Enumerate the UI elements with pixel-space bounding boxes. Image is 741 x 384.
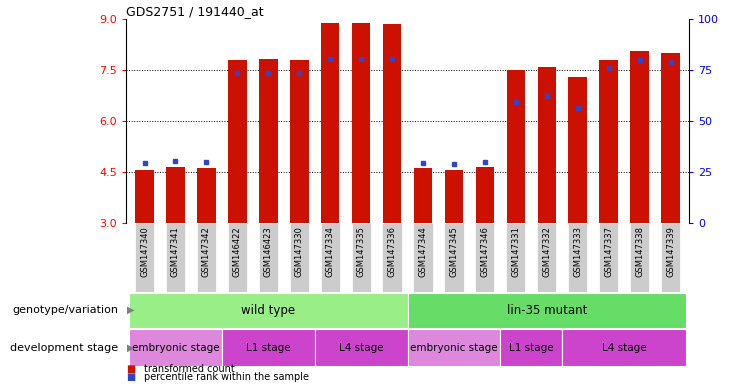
Bar xyxy=(227,223,247,292)
Bar xyxy=(500,329,562,366)
Text: GSM147338: GSM147338 xyxy=(635,226,644,277)
Text: GSM147346: GSM147346 xyxy=(480,226,489,277)
Bar xyxy=(129,329,222,366)
Text: L1 stage: L1 stage xyxy=(509,343,554,353)
Bar xyxy=(259,59,278,223)
Bar xyxy=(135,223,154,292)
Bar xyxy=(315,329,408,366)
Text: transformed count: transformed count xyxy=(144,364,235,374)
Text: lin-35 mutant: lin-35 mutant xyxy=(507,304,587,316)
Text: ▶: ▶ xyxy=(127,343,135,353)
Bar xyxy=(197,169,216,223)
Text: GSM146423: GSM146423 xyxy=(264,226,273,277)
Text: GDS2751 / 191440_at: GDS2751 / 191440_at xyxy=(126,5,264,18)
Bar xyxy=(537,67,556,223)
Text: GSM147333: GSM147333 xyxy=(574,226,582,277)
Bar xyxy=(321,23,339,223)
Bar xyxy=(537,223,556,292)
Bar xyxy=(228,60,247,223)
Bar xyxy=(413,223,433,292)
Bar xyxy=(562,329,686,366)
Bar xyxy=(129,293,408,328)
Text: wild type: wild type xyxy=(242,304,296,316)
Bar xyxy=(290,223,309,292)
Bar xyxy=(661,53,679,223)
Bar xyxy=(382,223,402,292)
Text: GSM147340: GSM147340 xyxy=(140,226,149,277)
Bar xyxy=(351,223,370,292)
Bar xyxy=(599,223,618,292)
Bar xyxy=(290,60,308,223)
Text: GSM147334: GSM147334 xyxy=(326,226,335,277)
Text: GSM146422: GSM146422 xyxy=(233,226,242,277)
Text: GSM147345: GSM147345 xyxy=(450,226,459,277)
Bar xyxy=(661,223,680,292)
Bar xyxy=(352,23,370,223)
Bar xyxy=(136,170,154,223)
Bar xyxy=(222,329,315,366)
Text: genotype/variation: genotype/variation xyxy=(13,305,119,315)
Text: development stage: development stage xyxy=(10,343,119,353)
Bar xyxy=(197,223,216,292)
Text: GSM147335: GSM147335 xyxy=(356,226,365,277)
Text: GSM147337: GSM147337 xyxy=(604,226,614,277)
Text: GSM147344: GSM147344 xyxy=(419,226,428,277)
Bar xyxy=(568,77,587,223)
Text: ■: ■ xyxy=(126,364,135,374)
Bar xyxy=(599,60,618,223)
Bar xyxy=(383,24,402,223)
Text: GSM147342: GSM147342 xyxy=(202,226,211,277)
Bar xyxy=(631,51,649,223)
Text: L1 stage: L1 stage xyxy=(246,343,290,353)
Bar xyxy=(630,223,649,292)
Text: embryonic stage: embryonic stage xyxy=(132,343,219,353)
Text: GSM147336: GSM147336 xyxy=(388,226,396,277)
Bar xyxy=(259,223,278,292)
Text: GSM147332: GSM147332 xyxy=(542,226,551,277)
Bar xyxy=(507,70,525,223)
Bar xyxy=(166,167,185,223)
Bar xyxy=(476,167,494,223)
Bar xyxy=(408,293,686,328)
Bar xyxy=(445,170,463,223)
Text: percentile rank within the sample: percentile rank within the sample xyxy=(144,372,310,382)
Text: GSM147330: GSM147330 xyxy=(295,226,304,277)
Bar xyxy=(475,223,494,292)
Text: GSM147331: GSM147331 xyxy=(511,226,520,277)
Text: embryonic stage: embryonic stage xyxy=(411,343,498,353)
Bar xyxy=(413,169,432,223)
Bar xyxy=(321,223,340,292)
Text: ■: ■ xyxy=(126,372,135,382)
Text: L4 stage: L4 stage xyxy=(602,343,646,353)
Bar xyxy=(568,223,588,292)
Bar xyxy=(445,223,464,292)
Text: GSM147339: GSM147339 xyxy=(666,226,675,277)
Text: ▶: ▶ xyxy=(127,305,135,315)
Bar xyxy=(166,223,185,292)
Text: L4 stage: L4 stage xyxy=(339,343,383,353)
Text: GSM147341: GSM147341 xyxy=(171,226,180,277)
Bar xyxy=(408,329,500,366)
Bar xyxy=(506,223,525,292)
